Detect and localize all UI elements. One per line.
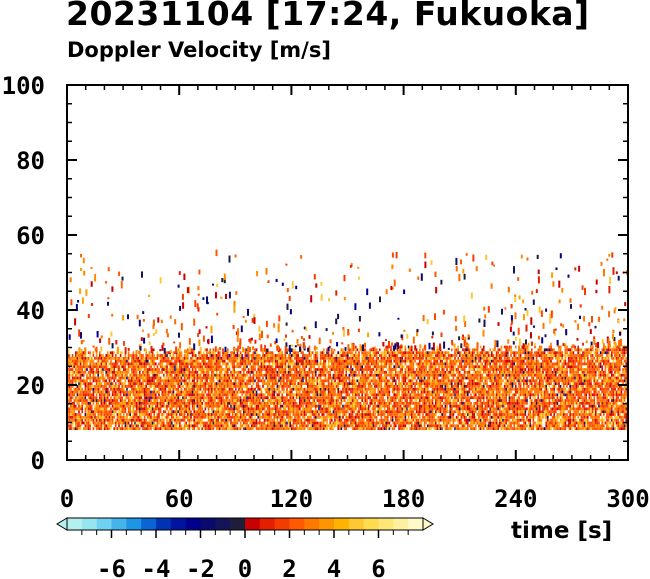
x-tick-label: 0 (60, 485, 74, 513)
colorbar-bin (259, 518, 275, 530)
colorbar-tick-label: 2 (282, 555, 296, 579)
chart-title: 20231104 [17:24, Fukuoka] (66, 0, 590, 33)
colorbar-tick-label: -4 (142, 555, 171, 579)
colorbar-tick-label: -2 (186, 555, 215, 579)
colorbar-bin (81, 518, 97, 530)
colorbar-bin (111, 518, 127, 530)
colorbar-bin (393, 518, 409, 530)
colorbar-bin (156, 518, 172, 530)
colorbar-bin (170, 518, 186, 530)
colorbar-bin (348, 518, 364, 530)
colorbar-bin (141, 518, 157, 530)
colorbar-bin (363, 518, 379, 530)
axis-ticks: 0 60 120 180 240 300 0 20 40 60 80 100 (2, 72, 650, 513)
colorbar-bin (230, 518, 246, 530)
colorbar-bin (185, 518, 201, 530)
colorbar-tick-label: 0 (238, 555, 252, 579)
colorbar-bin (126, 518, 142, 530)
heatmap-cells (67, 249, 628, 431)
colorbar-bin (96, 518, 112, 530)
colorbar-bin (378, 518, 394, 530)
y-tick-label: 40 (16, 297, 45, 325)
colorbar-bin (408, 518, 424, 530)
colorbar-bin (200, 518, 216, 530)
chart-subtitle: Doppler Velocity [m/s] (67, 38, 331, 62)
y-tick-label: 100 (2, 72, 45, 100)
colorbar-bin (319, 518, 335, 530)
x-tick-label: 240 (494, 485, 537, 513)
colorbar-bin (67, 518, 83, 530)
x-tick-label: 300 (606, 485, 649, 513)
colorbar-bin (289, 518, 305, 530)
colorbar-tick-label: -6 (97, 555, 126, 579)
colorbar-bin (304, 518, 320, 530)
colorbar-bin (274, 518, 290, 530)
colorbar-bin (215, 518, 231, 530)
colorbar-bin (245, 518, 261, 530)
x-tick-label: 180 (382, 485, 425, 513)
y-tick-label: 0 (31, 447, 45, 475)
colorbar-tick-label: 6 (371, 555, 385, 579)
y-tick-label: 60 (16, 222, 45, 250)
x-tick-label: 60 (165, 485, 194, 513)
colorbar: -6 -4 -2 0 2 4 6 (56, 517, 434, 579)
x-axis-label: time [s] (511, 518, 613, 544)
colorbar-extend-high (422, 517, 434, 531)
colorbar-bin (334, 518, 350, 530)
x-tick-label: 120 (270, 485, 313, 513)
y-tick-label: 80 (16, 147, 45, 175)
colorbar-extend-low (56, 517, 68, 531)
colorbar-tick-label: 4 (327, 555, 341, 579)
y-tick-label: 20 (16, 372, 45, 400)
